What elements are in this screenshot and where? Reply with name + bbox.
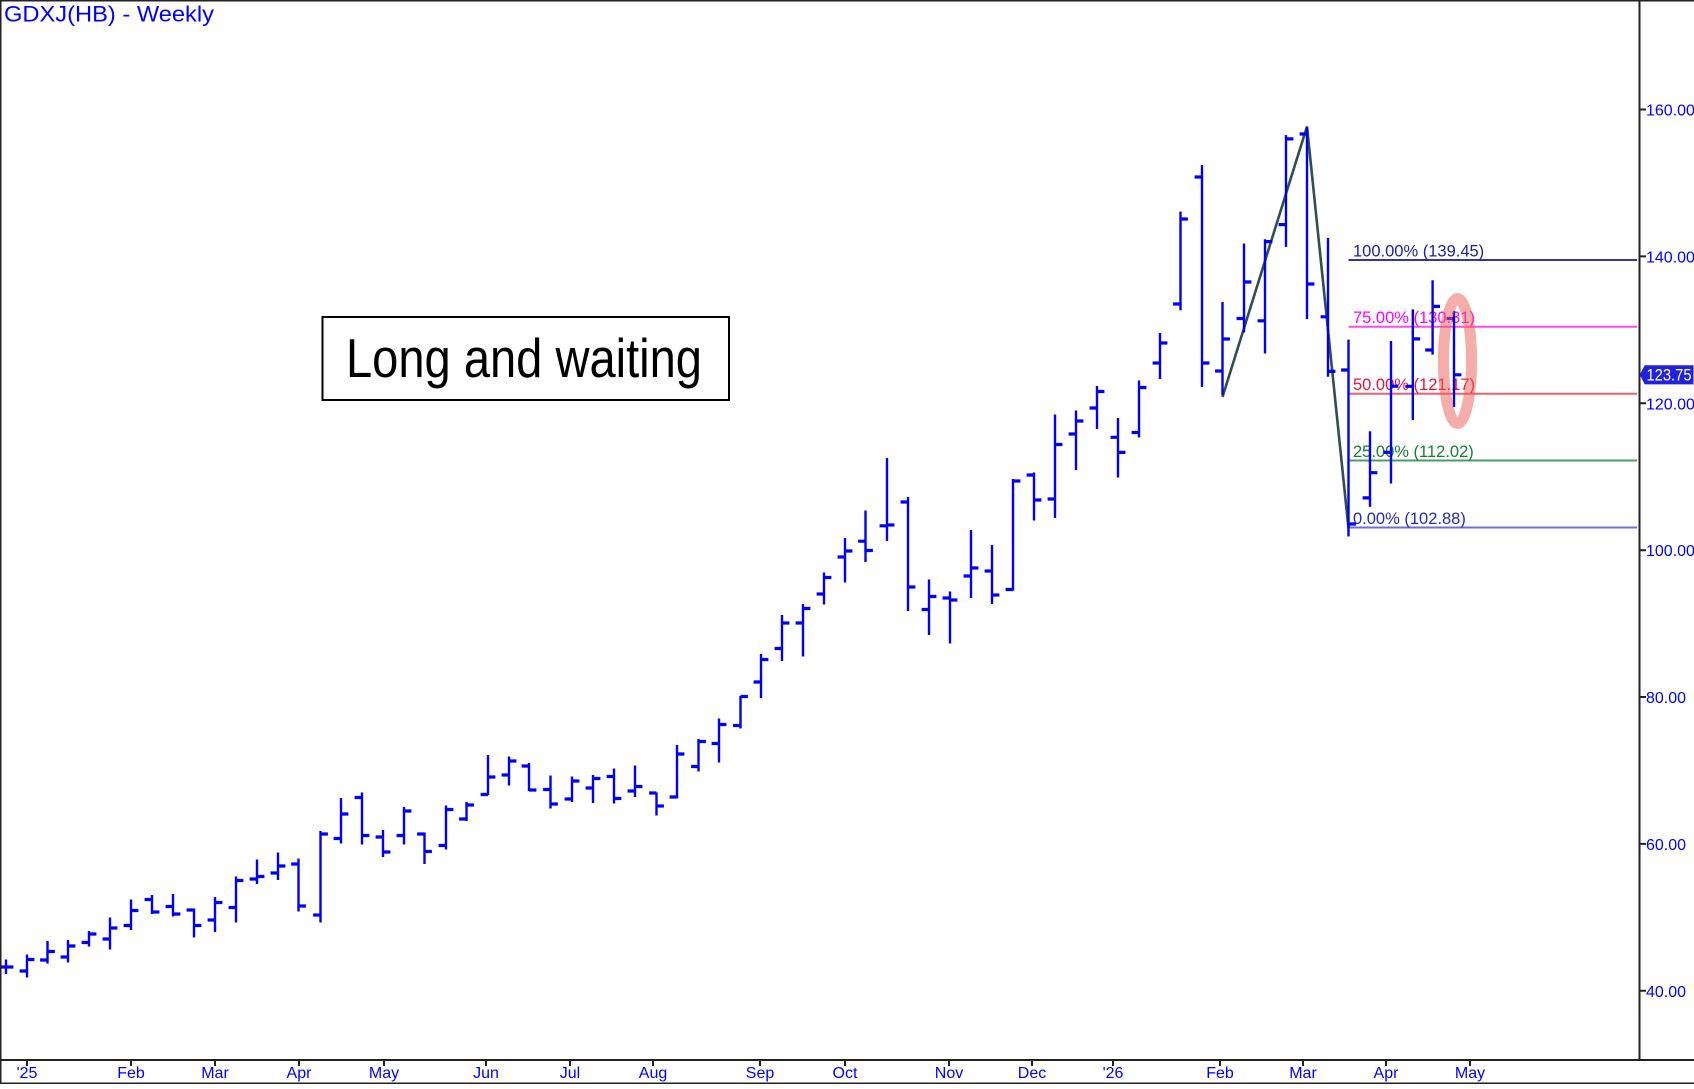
svg-text:Mar: Mar <box>1289 1065 1317 1082</box>
svg-text:60.00: 60.00 <box>1646 837 1686 854</box>
svg-text:140.00: 140.00 <box>1646 249 1694 266</box>
svg-text:Nov: Nov <box>935 1065 963 1082</box>
svg-text:123.75: 123.75 <box>1647 367 1692 385</box>
svg-text:Long and waiting: Long and waiting <box>346 327 702 389</box>
svg-text:120.00: 120.00 <box>1646 396 1694 413</box>
svg-text:100.00: 100.00 <box>1646 543 1694 560</box>
svg-text:Sep: Sep <box>746 1065 775 1082</box>
svg-text:'26: '26 <box>1103 1065 1124 1082</box>
svg-text:Feb: Feb <box>1206 1065 1234 1082</box>
svg-text:May: May <box>369 1065 399 1082</box>
svg-text:Jun: Jun <box>473 1065 499 1082</box>
svg-text:'25: '25 <box>17 1065 38 1082</box>
svg-text:Apr: Apr <box>287 1065 313 1082</box>
svg-text:Jul: Jul <box>560 1065 580 1082</box>
svg-text:80.00: 80.00 <box>1646 690 1686 707</box>
svg-text:50.00% (121.17): 50.00% (121.17) <box>1353 376 1475 394</box>
svg-text:25.00% (112.02): 25.00% (112.02) <box>1353 443 1474 461</box>
svg-text:100.00% (139.45): 100.00% (139.45) <box>1353 243 1484 261</box>
svg-text:Feb: Feb <box>117 1065 145 1082</box>
svg-text:Apr: Apr <box>1374 1065 1400 1082</box>
svg-text:GDXJ(HB) - Weekly: GDXJ(HB) - Weekly <box>4 2 214 27</box>
svg-text:75.00% (130.31): 75.00% (130.31) <box>1353 309 1475 327</box>
svg-text:40.00: 40.00 <box>1646 984 1686 1001</box>
svg-text:Aug: Aug <box>639 1065 667 1082</box>
svg-text:Oct: Oct <box>833 1065 858 1082</box>
svg-text:0.00% (102.88): 0.00% (102.88) <box>1353 510 1466 528</box>
svg-text:Mar: Mar <box>201 1065 229 1082</box>
svg-text:May: May <box>1455 1065 1485 1082</box>
svg-text:160.00: 160.00 <box>1646 103 1694 120</box>
svg-text:Dec: Dec <box>1018 1065 1046 1082</box>
